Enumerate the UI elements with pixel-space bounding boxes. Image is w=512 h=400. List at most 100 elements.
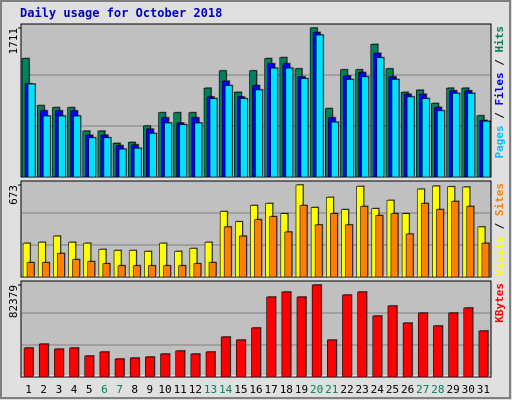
bar <box>482 120 491 178</box>
x-tick-label: 30 <box>462 383 475 396</box>
bar <box>437 110 445 178</box>
bar <box>451 201 459 278</box>
bar <box>300 78 309 178</box>
bar <box>387 305 398 378</box>
bar <box>149 133 157 178</box>
x-tick-label: 14 <box>219 383 233 396</box>
bar <box>209 98 218 178</box>
bar <box>178 265 186 278</box>
bar <box>54 348 64 378</box>
x-tick-label: 17 <box>265 383 278 396</box>
x-tick-label: 4 <box>71 383 78 396</box>
chart-title: Daily usage for October 2018 <box>20 6 222 20</box>
bar <box>129 357 140 378</box>
bar <box>148 265 156 278</box>
bar <box>269 216 277 278</box>
bar <box>128 250 137 278</box>
bar <box>405 233 414 278</box>
bar <box>481 242 490 278</box>
legend-separator: / <box>493 106 506 126</box>
bar <box>357 291 367 378</box>
bar <box>376 57 385 178</box>
bar <box>87 261 96 278</box>
bar <box>223 226 232 278</box>
x-tick-label: 11 <box>174 383 187 396</box>
y-tick-label: 1711 <box>7 28 20 55</box>
x-tick-label: 21 <box>325 383 338 396</box>
bar <box>145 356 155 378</box>
bar <box>193 263 202 278</box>
bar <box>299 205 308 278</box>
x-tick-label: 6 <box>101 383 108 396</box>
bar <box>190 353 201 378</box>
bar <box>467 93 476 178</box>
x-tick-label: 26 <box>401 383 414 396</box>
bar <box>420 203 429 278</box>
bar <box>452 93 460 178</box>
x-tick-label: 1 <box>25 383 32 396</box>
y-tick-label: 673 <box>7 185 20 205</box>
bar <box>118 148 127 178</box>
x-tick-label: 10 <box>158 383 171 396</box>
bar <box>375 215 384 278</box>
bar <box>342 294 352 378</box>
bar <box>57 253 65 278</box>
bar <box>26 262 35 278</box>
x-tick-label: 22 <box>340 383 353 396</box>
x-tick-label: 20 <box>310 383 323 396</box>
bar <box>236 339 246 378</box>
bar <box>41 262 50 278</box>
bar <box>331 121 339 178</box>
legend-entry: Visits <box>493 236 506 276</box>
bar <box>251 327 261 378</box>
bar <box>433 325 443 378</box>
bar <box>175 350 185 378</box>
bar <box>99 351 110 378</box>
y-tick-label: 82379 <box>7 285 20 318</box>
bar <box>22 242 31 278</box>
bar <box>390 213 399 278</box>
bar <box>163 265 171 278</box>
x-tick-label: 24 <box>371 383 385 396</box>
bar <box>117 265 126 278</box>
bar <box>391 79 400 178</box>
bar <box>194 122 203 178</box>
x-tick-label: 28 <box>431 383 444 396</box>
legend: KBytes <box>493 283 506 323</box>
bar <box>239 235 247 278</box>
bar <box>114 358 125 378</box>
bar <box>72 259 80 278</box>
bar <box>345 224 353 278</box>
x-tick-label: 31 <box>477 383 490 396</box>
bar <box>88 137 97 178</box>
x-tick-label: 29 <box>446 383 459 396</box>
x-tick-label: 23 <box>356 383 369 396</box>
bar <box>406 96 415 178</box>
legend-entry: Files <box>493 72 506 105</box>
bar <box>311 284 322 378</box>
x-tick-label: 9 <box>147 383 154 396</box>
bar <box>346 79 354 178</box>
bar <box>466 206 475 278</box>
bar <box>160 353 170 378</box>
bar <box>42 115 51 178</box>
bar <box>327 339 337 378</box>
x-tick-label: 2 <box>40 383 47 396</box>
bar <box>208 262 217 278</box>
bar <box>113 250 122 278</box>
bar <box>372 315 383 378</box>
bar <box>58 115 66 178</box>
bar <box>73 115 81 178</box>
legend: Pages / Files / Hits <box>493 26 506 159</box>
x-tick-label: 18 <box>280 383 293 396</box>
x-tick-label: 13 <box>204 383 217 396</box>
bar <box>315 34 324 178</box>
bar <box>240 98 248 178</box>
bar <box>84 355 95 378</box>
x-tick-label: 8 <box>131 383 138 396</box>
bar <box>224 85 233 178</box>
x-tick-label: 25 <box>386 383 399 396</box>
